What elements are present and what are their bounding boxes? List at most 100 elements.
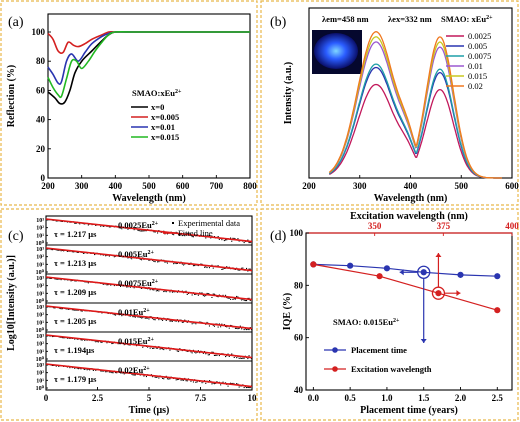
data-point-c xyxy=(154,319,156,321)
data-point-c xyxy=(217,296,219,298)
data-point-c xyxy=(112,372,114,374)
data-point-c xyxy=(60,308,62,310)
data-point-c xyxy=(139,316,141,318)
data-point-c xyxy=(178,378,180,380)
y-tick-label-c: 10¹ xyxy=(36,378,44,384)
y-tick-label-c: 10³ xyxy=(36,218,44,224)
data-point-c xyxy=(171,291,173,293)
data-point-c xyxy=(200,263,202,265)
data-point-c xyxy=(189,233,191,235)
data-point-c xyxy=(217,236,219,238)
data-point-c xyxy=(220,326,222,328)
y-tick-label-c: 10⁰ xyxy=(36,269,45,276)
data-point-c xyxy=(115,372,117,374)
data-point-c xyxy=(152,289,154,291)
y-axis-label-d: IQE (%) xyxy=(282,293,293,331)
data-point-c xyxy=(73,251,75,253)
data-point-c xyxy=(141,317,143,319)
data-point-c xyxy=(216,354,218,356)
arrowhead-red xyxy=(435,253,442,257)
data-point-c xyxy=(95,224,97,226)
data-point-c xyxy=(105,371,107,373)
data-point-c xyxy=(74,367,76,369)
y-tick-label-c: 10³ xyxy=(36,334,44,340)
data-point-c xyxy=(223,267,225,269)
data-point-c xyxy=(60,279,62,281)
data-point-c xyxy=(127,286,129,288)
y-tick-label-a: 20 xyxy=(36,144,46,154)
data-point-c xyxy=(164,233,166,235)
data-point-c xyxy=(222,268,224,270)
data-point-c xyxy=(126,286,128,288)
panel-label-c: (c) xyxy=(8,229,24,244)
y-tick-label-c: 10⁰ xyxy=(36,356,45,363)
legend-label-b: 0.02 xyxy=(468,81,483,91)
legend-label-b: 0.0075 xyxy=(468,51,491,61)
y-tick-label-c: 10¹ xyxy=(36,349,44,355)
data-point-c xyxy=(158,261,160,263)
data-point-c xyxy=(82,252,84,254)
y-axis-label-a: Reflection (%) xyxy=(6,65,17,127)
y-tick-label-c: 10³ xyxy=(36,276,44,282)
data-point-c xyxy=(211,235,213,237)
series-line-b-5 xyxy=(328,31,502,179)
data-point-c xyxy=(184,319,186,321)
data-point-c xyxy=(158,319,160,321)
data-point-c xyxy=(180,379,182,381)
data-point-c xyxy=(241,357,243,359)
data-point-c xyxy=(227,385,229,387)
panel-a: 200 300 400 500 600 700 800 0 20 40 60 80 100 Wavelen… xyxy=(6,13,257,204)
data-point-c xyxy=(143,375,145,377)
data-point-c xyxy=(179,348,181,350)
data-point-c xyxy=(116,372,118,374)
data-point-c xyxy=(230,298,232,300)
data-point-c xyxy=(231,353,233,355)
data-point-c xyxy=(180,234,182,236)
fitted-line-c xyxy=(45,218,253,243)
data-point-c xyxy=(77,368,79,370)
data-point-d xyxy=(494,307,501,314)
data-point-c xyxy=(183,264,185,266)
data-point-c xyxy=(154,376,156,378)
y-tick-label-c: 10² xyxy=(36,371,44,377)
legend-label-d: Placement time xyxy=(351,345,407,355)
data-point-c xyxy=(95,341,97,343)
data-point-c xyxy=(248,355,250,357)
data-point-c xyxy=(153,319,155,321)
data-point-c xyxy=(162,377,164,379)
data-point-c xyxy=(176,350,178,352)
data-point-c xyxy=(183,379,185,381)
data-point-c xyxy=(231,240,233,242)
tau-label-c: τ = 1.179 μs xyxy=(54,374,97,384)
data-point-c xyxy=(223,324,225,326)
data-point-c xyxy=(128,344,130,346)
x-tick-label-b: 300 xyxy=(353,181,367,191)
y-tick-label-a: 80 xyxy=(36,56,46,66)
y-tick-label-a: 0 xyxy=(41,173,46,183)
series-line-b-2 xyxy=(328,63,502,179)
y-tick-label-c: 10³ xyxy=(36,305,44,311)
data-point-c xyxy=(218,294,220,296)
lambda-ex-label: λex=332 nm xyxy=(388,14,432,24)
data-point-c xyxy=(223,240,225,242)
data-point-c xyxy=(176,262,178,264)
data-point-c xyxy=(132,374,134,376)
data-point-c xyxy=(237,238,239,240)
data-point-c xyxy=(87,282,89,284)
data-point-c xyxy=(246,329,248,331)
data-point-c xyxy=(208,267,210,269)
data-point-c xyxy=(106,342,108,344)
data-point-c xyxy=(238,357,240,359)
data-point-c xyxy=(217,326,219,328)
data-point-c xyxy=(226,326,228,328)
data-point-c xyxy=(76,367,78,369)
x-tick-label-c: 10 xyxy=(248,393,258,403)
data-point-d xyxy=(347,262,354,269)
legend-label-b: 0.015 xyxy=(468,71,487,81)
data-point-c xyxy=(225,239,227,241)
x-tick-label-b: 400 xyxy=(404,181,418,191)
data-point-c xyxy=(194,265,196,267)
data-point-c xyxy=(232,382,234,384)
legend-marker-d xyxy=(332,347,338,353)
data-point-c xyxy=(191,236,193,238)
